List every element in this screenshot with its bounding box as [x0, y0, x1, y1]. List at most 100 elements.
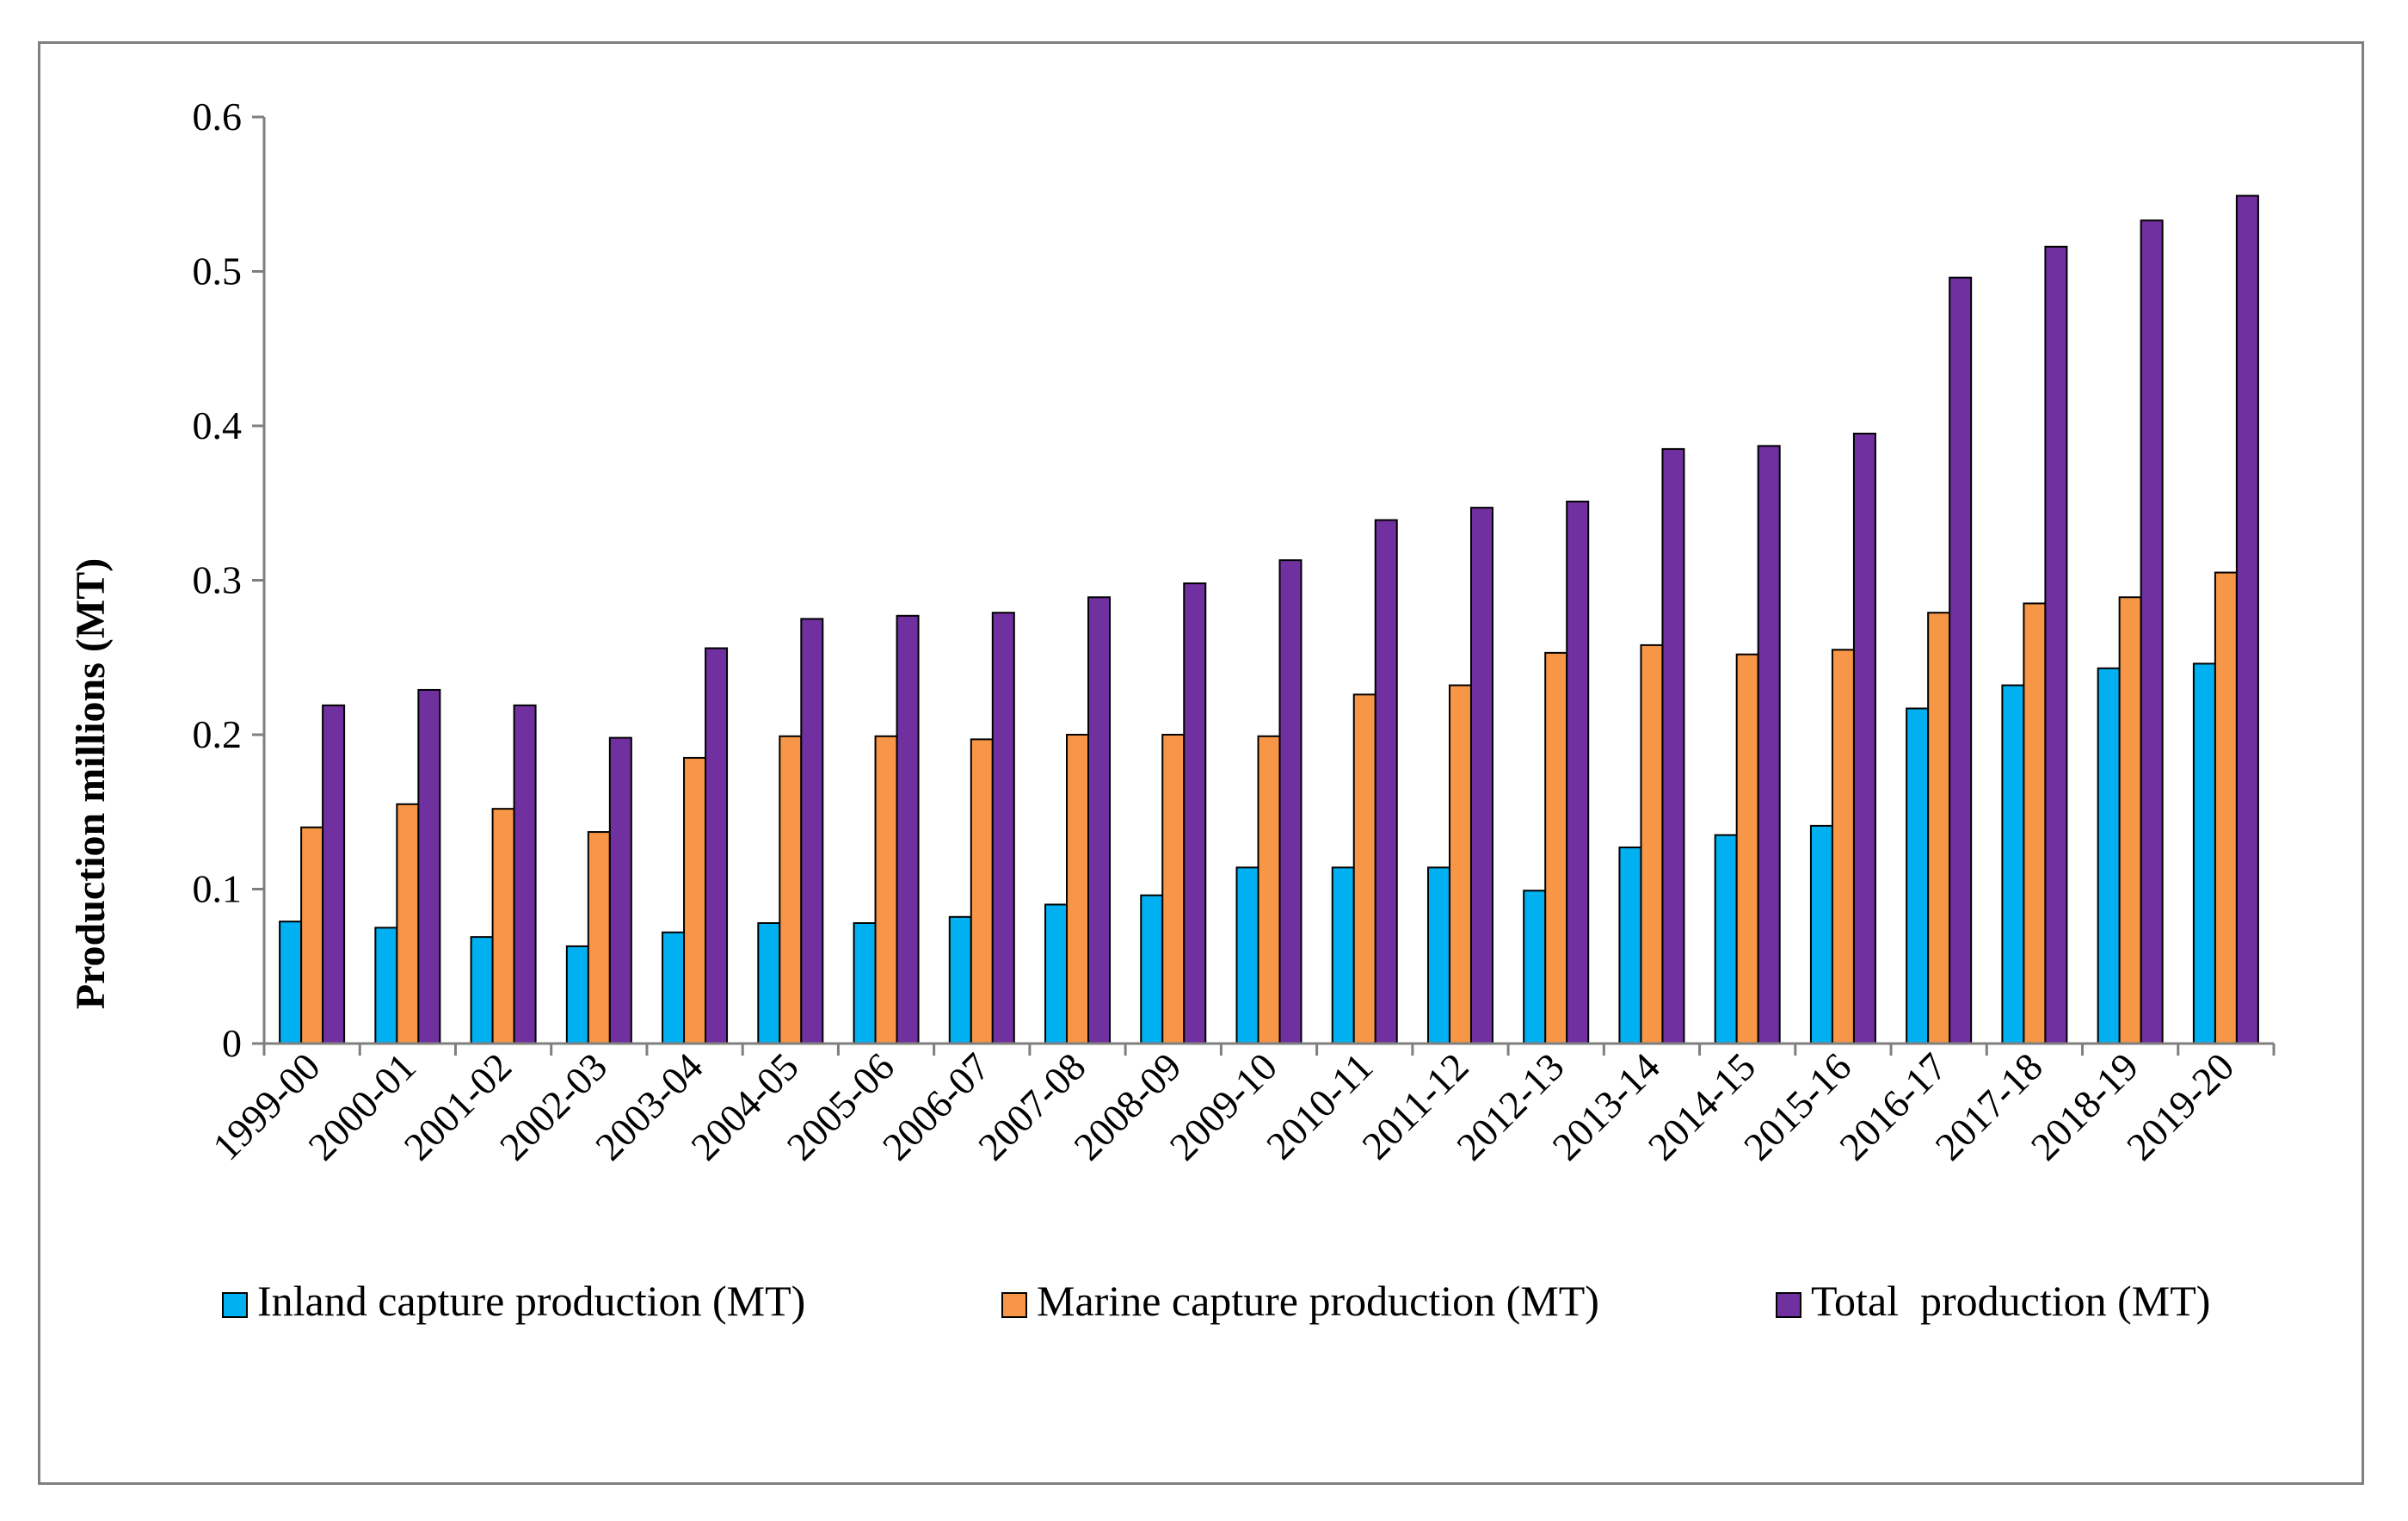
x-tick-label: 2012-13: [1448, 1044, 1572, 1168]
y-tick-label: 0.3: [193, 558, 243, 602]
bar-inland-2009-10: [1235, 866, 1259, 1044]
x-tick-label: 2003-04: [587, 1044, 711, 1168]
x-tick-label: 2004-05: [682, 1044, 806, 1168]
bar-marine-2012-13: [1544, 651, 1568, 1044]
y-tick-labels: 0 0.1 0.2 0.3 0.4 0.5 0.6: [193, 95, 243, 1065]
bar-total-2006-07: [991, 612, 1015, 1044]
legend-item: Inland capture production (MT): [222, 1277, 805, 1325]
bar-inland-2003-04: [662, 931, 686, 1045]
bar-total-2019-20: [2235, 194, 2259, 1045]
bar-marine-2017-18: [2023, 602, 2047, 1044]
x-tick-label: 2011-12: [1353, 1044, 1476, 1167]
y-tick-label: 0.1: [193, 867, 243, 911]
x-tick-label: 2000-01: [299, 1044, 423, 1168]
x-tick-label: 2014-15: [1640, 1044, 1764, 1168]
y-tick-label: 0.4: [193, 403, 243, 447]
bar-total-2002-03: [608, 736, 632, 1045]
bar-total-2001-02: [513, 704, 537, 1045]
bar-total-2005-06: [896, 614, 920, 1044]
bar-marine-2014-15: [1735, 653, 1759, 1044]
legend-label: Inland capture production (MT): [257, 1277, 805, 1325]
x-tick-label: 2002-03: [491, 1044, 615, 1168]
chart-frame: 0 0.1 0.2 0.3 0.4 0.5 0.6 1999-00 2000-01 2001-0…: [38, 41, 2364, 1485]
bar-marine-2008-09: [1161, 734, 1186, 1044]
bar-inland-2016-17: [1906, 707, 1930, 1044]
y-axis-title: Production millions (MT): [68, 558, 114, 1009]
bar-inland-2001-02: [470, 936, 494, 1045]
bar-inland-2010-11: [1331, 866, 1355, 1044]
bar-marine-2016-17: [1927, 612, 1951, 1044]
bar-total-2009-10: [1278, 559, 1303, 1044]
bar-inland-2013-14: [1618, 847, 1642, 1044]
chart-svg: 0 0.1 0.2 0.3 0.4 0.5 0.6 1999-002000-012001-0…: [68, 95, 2276, 1325]
bar-total-2008-09: [1183, 582, 1207, 1044]
bar-total-2003-04: [705, 647, 729, 1044]
bar-marine-2011-12: [1448, 684, 1472, 1044]
legend-label: Total production (MT): [1811, 1277, 2210, 1325]
bar-total-1999-00: [322, 704, 346, 1045]
bar-total-2013-14: [1661, 447, 1685, 1044]
bar-marine-2015-16: [1831, 649, 1855, 1045]
bar-inland-2007-08: [1044, 903, 1069, 1045]
bar-marine-2019-20: [2214, 571, 2238, 1044]
bar-marine-2007-08: [1066, 734, 1090, 1044]
x-tick-label: 2009-10: [1161, 1044, 1285, 1168]
legend-label: Marine capture production (MT): [1037, 1277, 1599, 1325]
bar-marine-2004-05: [779, 735, 803, 1044]
bar-marine-2001-02: [491, 808, 515, 1044]
x-tick-label: 2007-08: [970, 1044, 1093, 1168]
bars-layer: [279, 194, 2259, 1045]
bar-marine-2005-06: [874, 735, 898, 1044]
bar-inland-2012-13: [1523, 890, 1547, 1044]
legend-item: Marine capture production (MT): [1001, 1277, 1599, 1325]
bar-inland-2018-19: [2097, 667, 2121, 1044]
y-tick-label: 0: [222, 1021, 242, 1065]
bar-marine-2000-01: [396, 803, 420, 1045]
bar-total-2014-15: [1757, 445, 1781, 1044]
x-tick-label: 2013-14: [1544, 1044, 1668, 1168]
y-tick-label: 0.2: [193, 712, 243, 756]
x-tick-label: 2010-11: [1258, 1044, 1381, 1167]
bar-total-2010-11: [1374, 519, 1398, 1044]
x-tick-label: 2001-02: [396, 1044, 520, 1168]
bar-total-2016-17: [1949, 276, 1973, 1044]
bar-total-2004-05: [800, 618, 824, 1044]
bar-marine-2003-04: [683, 756, 707, 1044]
y-tick-label: 0.5: [193, 249, 243, 293]
x-tick-label: 2006-07: [874, 1044, 998, 1168]
x-tick-label: 2005-06: [779, 1044, 902, 1168]
legend: Inland capture production (MT) Marine cap…: [222, 1277, 2210, 1325]
bar-inland-2008-09: [1140, 894, 1164, 1044]
axes-layer: [252, 115, 2276, 1056]
legend-swatch: [222, 1292, 248, 1318]
bar-total-2017-18: [2044, 245, 2068, 1044]
x-tick-label: 2015-16: [1735, 1044, 1859, 1168]
bar-marine-2010-11: [1352, 693, 1376, 1045]
bar-total-2000-01: [417, 688, 441, 1044]
bar-marine-1999-00: [300, 826, 324, 1045]
legend-swatch: [1001, 1292, 1027, 1318]
bar-inland-2004-05: [757, 921, 781, 1044]
bar-marine-2002-03: [587, 831, 611, 1045]
bar-inland-2019-20: [2192, 662, 2216, 1044]
bar-total-2011-12: [1469, 507, 1493, 1044]
legend-item: Total production (MT): [1776, 1277, 2210, 1325]
bar-inland-2011-12: [1426, 866, 1450, 1044]
x-tick-labels: 1999-002000-012001-022002-032003-042004-…: [204, 1044, 2242, 1168]
bar-inland-2015-16: [1809, 824, 1833, 1045]
bar-inland-2000-01: [374, 927, 398, 1044]
legend-swatch: [1776, 1292, 1801, 1318]
x-tick-label: 2017-18: [1926, 1044, 2050, 1168]
bar-inland-2017-18: [2001, 684, 2025, 1044]
bar-marine-2018-19: [2118, 596, 2142, 1044]
y-tick-label: 0.6: [193, 95, 243, 139]
x-tick-label: 2019-20: [2118, 1044, 2242, 1168]
bar-inland-2005-06: [853, 921, 877, 1044]
bar-total-2018-19: [2140, 219, 2164, 1044]
bar-inland-2002-03: [565, 945, 589, 1045]
bar-marine-2009-10: [1257, 735, 1281, 1044]
x-tick-label: 2008-09: [1065, 1044, 1189, 1168]
bar-inland-2014-15: [1714, 834, 1738, 1044]
bar-inland-1999-00: [279, 921, 303, 1044]
bar-marine-2013-14: [1640, 644, 1664, 1044]
